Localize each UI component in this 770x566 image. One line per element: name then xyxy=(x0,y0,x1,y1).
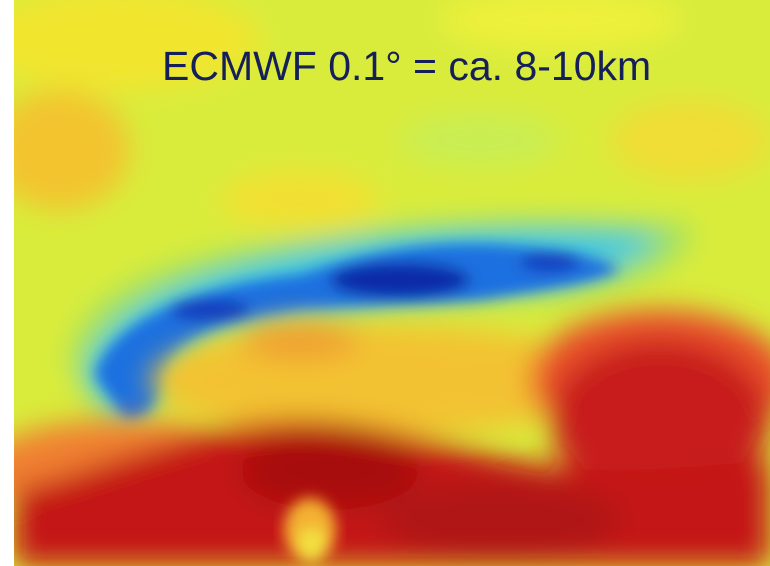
map-title: ECMWF 0.1° = ca. 8-10km xyxy=(162,43,651,89)
page: ECMWF 0.1° = ca. 8-10km (() => { const d… xyxy=(0,0,770,566)
model-field-map: ECMWF 0.1° = ca. 8-10km xyxy=(0,0,770,566)
